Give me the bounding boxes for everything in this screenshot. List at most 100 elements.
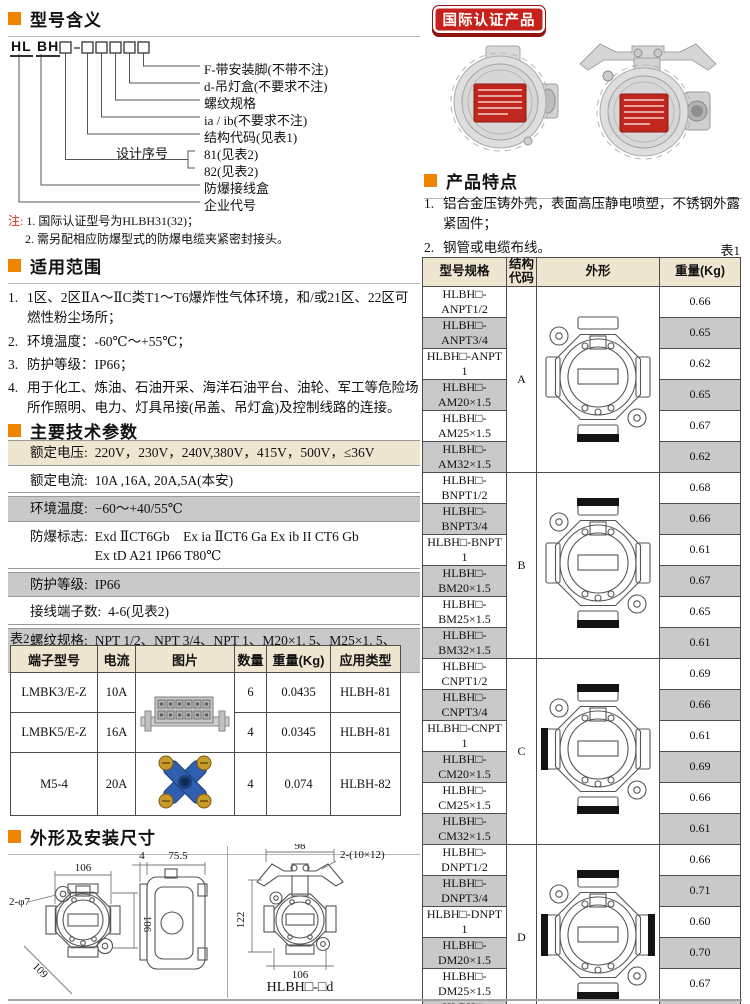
feature-item-number: 1. (424, 196, 435, 211)
scope-item-number: 3. (8, 356, 19, 372)
weight-cell: 0.71 (659, 874, 741, 907)
weight-cell: 0.65 (659, 595, 741, 628)
terminal-model-cell: M5-4 (10, 752, 98, 816)
weight-cell: 0.61 (659, 812, 741, 845)
model-part-label: F-带安装脚(不带不注) (204, 62, 329, 77)
tech-params: 额定电压: 220V，230V，240V,380V，415V，500V，≤36V 额… (8, 440, 420, 676)
weight-cell: 0.62 (659, 347, 741, 380)
terminal-image-cell (135, 672, 235, 753)
model-spec-cell: HLBH□-DM25×1.5 (422, 967, 507, 1000)
terminal-qty-cell: 4 (234, 712, 267, 753)
model-part-label: 结构代码(见表1) (204, 130, 298, 145)
scope-item-text: 用于化工、炼油、石油开采、海洋石油平台、油轮、军工等危险场所作照明、电力、灯具吊… (27, 380, 419, 416)
terminal-table-row: M5-4 20A 4 0.074 HLBH-82 (10, 752, 401, 816)
feature-item-number: 2. (424, 239, 435, 255)
svg-text:109: 109 (30, 961, 51, 982)
structure-code-cell: D (506, 843, 537, 1004)
terminal-weight-cell: 0.0435 (266, 672, 331, 713)
section-header-dimensions: 外形及安装尺寸 (8, 824, 420, 855)
model-table-row: HLBH□-DM25×1.5 0.67 (422, 967, 741, 1000)
front-view-drawing (45, 883, 121, 958)
tech-param-value-line: Exd ⅡCT6Gb Ex ia ⅡCT6 Ga Ex ib II CT6 Gb (94, 528, 359, 544)
orange-bullet-icon (8, 259, 21, 272)
weight-cell: 0.67 (659, 409, 741, 442)
note-line: 注: 1. 国际认证型号为HLBH31(32)； (8, 212, 289, 230)
feature-item-text: 铝合金压铸外壳，表面高压静电喷塑，不锈钢外露紧固件； (443, 196, 740, 232)
scope-item: 1. 1区、2区ⅡA～ⅡC类T1～T6爆炸性气体环境，和/或21区、22区可燃性粉… (8, 288, 420, 329)
terminal-table-row: LMBK3/E-Z 10A 6 0.0435 HLBH-81 (10, 672, 401, 753)
model-table-row: HLBH□-CNPT3/4 0.66 (422, 688, 741, 721)
structure-code-cell: B (506, 471, 537, 659)
weight-cell: 0.61 (659, 533, 741, 566)
section-title: 外形及安装尺寸 (30, 829, 156, 848)
section-title: 主要技术参数 (30, 423, 138, 442)
din-rail-terminal-photo (140, 696, 230, 731)
model-table-row: HLBH□-CNPT1/2 C 0.69 (422, 657, 741, 845)
terminal-current-cell: 10A (97, 672, 136, 713)
scope-item: 4. 用于化工、炼油、石油开采、海洋石油平台、油轮、军工等危险场所作照明、电力、灯… (8, 378, 420, 419)
terminal-table-header: 应用类型 (330, 645, 401, 673)
feature-item: 2. 钢管或电缆布线。 (424, 238, 744, 258)
terminal-current-cell: 20A (97, 752, 136, 816)
model-table: 型号规格 结构代码 外形 重量(Kg) HLBH□-ANPT1/2 A 0.66 HLBH□… (422, 257, 741, 1004)
model-spec-cell: HLBH□-BM32×1.5 (422, 626, 507, 659)
orange-bullet-icon (8, 12, 21, 25)
table2-caption: 表2 (10, 631, 30, 646)
note-line: 2. 需另配相应防爆型式的防爆电缆夹紧密封接头。 (25, 232, 290, 246)
table1-caption: 表1 (720, 243, 740, 258)
structure-code-cell: C (506, 657, 537, 845)
model-table-row: HLBH□-DNPT 1 0.60 (422, 905, 741, 938)
svg-text:122: 122 (235, 912, 247, 929)
tech-param-value: 4-6(见表2) (108, 602, 169, 622)
terminal-table-header: 图片 (135, 645, 235, 673)
model-table-header: 重量(Kg) (659, 257, 741, 287)
model-spec-cell: HLBH□-CM25×1.5 (422, 781, 507, 814)
terminal-image-cell (135, 752, 235, 816)
model-table-row: HLBH□-CNPT 1 0.61 (422, 719, 741, 752)
tech-param-row: 防护等级: IP66 (8, 571, 420, 598)
model-table-header-row: 型号规格 结构代码 外形 重量(Kg) (422, 257, 741, 287)
model-table-row: HLBH□-BNPT 1 0.61 (422, 533, 741, 566)
model-spec-cell: HLBH□-DM20×1.5 (422, 936, 507, 969)
model-table-row: HLBH□-ANPT 1 0.62 (422, 347, 741, 380)
model-table-row: HLBH□-BM20×1.5 0.67 (422, 564, 741, 597)
scope-list: 1. 1区、2区ⅡA～ⅡC类T1～T6爆炸性气体环境，和/或21区、22区可燃性粉… (8, 288, 420, 422)
product-photo-junction-box (450, 45, 559, 152)
model-table-body: HLBH□-ANPT1/2 A 0.66 HLBH□-ANPT3/4 0.65 HLBH□… (422, 285, 741, 1004)
outline-drawing (541, 870, 655, 1000)
terminal-table-head: 端子型号 电流 图片 数量 重量(Kg) 应用类型 (10, 645, 401, 673)
tech-param-label: 防爆标志: (30, 528, 88, 544)
model-spec-cell: HLBH□-BM25×1.5 (422, 595, 507, 628)
weight-cell: 0.69 (659, 657, 741, 690)
tech-param-row: 接线端子数: 4-6(见表2) (8, 600, 420, 625)
weight-cell: 0.65 (659, 316, 741, 349)
design-serial-label: 设计序号 (116, 146, 169, 161)
weight-cell: 0.66 (659, 781, 741, 814)
terminal-table-body: LMBK3/E-Z 10A 6 0.0435 HLBH-81 LMBK5/E-Z 16A 4 0… (10, 672, 401, 816)
tech-param-value-line: Ex tD A21 IP66 T80℃ (94, 548, 222, 564)
svg-text:75.5: 75.5 (168, 850, 188, 862)
terminal-qty-cell: 4 (234, 752, 267, 816)
tech-param-label: 接线端子数: (30, 604, 102, 620)
terminal-table-header: 电流 (97, 645, 136, 673)
svg-text:2-φ7: 2-φ7 (9, 896, 31, 908)
tech-param-label: 环境温度: (30, 501, 88, 517)
outline-drawing (541, 684, 651, 814)
model-diagram: HL BH (8, 38, 420, 216)
model-spec-cell: HLBH□-DNPT1/2 (422, 843, 507, 876)
outline-cell (536, 843, 660, 1004)
tech-param-value-line: 4-6(见表2) (108, 604, 170, 620)
scope-item-number: 1. (8, 290, 19, 305)
orange-bullet-icon (424, 174, 437, 187)
cross-terminal-photo (158, 755, 212, 809)
page-bottom-rule (8, 999, 742, 1001)
model-table-row: HLBH□-DNPT1/2 D 0.66 (422, 843, 741, 1004)
model-table-row: HLBH□-DM20×1.5 0.70 (422, 936, 741, 969)
tech-param-value-line: IP66 (94, 576, 121, 592)
model-table-row: HLBH□-CM32×1.5 0.61 (422, 812, 741, 845)
orange-bullet-icon (8, 424, 21, 437)
bracket-view-drawing (256, 863, 344, 955)
model-part-label: 企业代号 (204, 198, 257, 213)
feature-item-text: 钢管或电缆布线。 (443, 239, 551, 255)
